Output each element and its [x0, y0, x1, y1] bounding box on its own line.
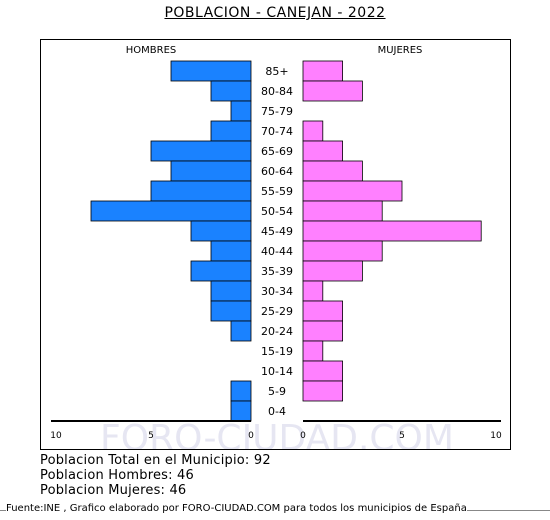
bar-hombres [90, 200, 252, 222]
age-label: 10-14 [261, 365, 293, 378]
summary-hombres: Poblacion Hombres: 46 [40, 468, 194, 483]
tick-label: 5 [148, 431, 154, 441]
bar-hombres [190, 220, 252, 242]
bar-hombres [230, 320, 252, 342]
age-label: 15-19 [261, 345, 293, 358]
age-label: 30-34 [261, 285, 293, 298]
bar-mujeres [302, 200, 383, 222]
legend-mujeres: MUJERES [378, 45, 423, 56]
age-label: 20-24 [261, 325, 293, 338]
chart-frame: FORO-CIUDAD.COM HOMBRES MUJERES 85+ 80-84 75-… [40, 39, 511, 450]
bar-mujeres [302, 240, 383, 262]
bar-hombres [230, 400, 252, 422]
bar-mujeres [302, 280, 324, 302]
age-label: 85+ [265, 65, 288, 78]
bar-hombres [210, 80, 252, 102]
bar-mujeres [302, 220, 482, 242]
population-pyramid-chart: FORO-CIUDAD.COM HOMBRES MUJERES 85+ 80-84 75-… [50, 45, 502, 449]
age-label: 50-54 [261, 205, 293, 218]
bar-mujeres [302, 320, 343, 342]
watermark-text: FORO-CIUDAD.COM [100, 418, 454, 449]
age-label: 80-84 [261, 85, 293, 98]
bar-mujeres [302, 120, 324, 142]
age-label: 35-39 [261, 265, 293, 278]
age-label: 40-44 [261, 245, 293, 258]
bar-mujeres [302, 160, 363, 182]
age-label: 60-64 [261, 165, 293, 178]
age-label: 55-59 [261, 185, 293, 198]
bar-hombres [210, 280, 252, 302]
bar-hombres [210, 120, 252, 142]
tick-label: 5 [399, 431, 405, 441]
summary-mujeres: Poblacion Mujeres: 46 [40, 483, 187, 498]
age-label: 25-29 [261, 305, 293, 318]
age-label: 0-4 [268, 405, 286, 418]
age-label: 70-74 [261, 125, 293, 138]
summary-total: Poblacion Total en el Municipio: 92 [40, 453, 271, 468]
bar-hombres [230, 380, 252, 402]
bar-hombres [190, 260, 252, 282]
bar-hombres [150, 180, 252, 202]
bar-hombres [150, 140, 252, 162]
page-title: POBLACION - CANEJAN - 2022 [164, 5, 386, 21]
bar-hombres [210, 240, 252, 262]
footer-source: Fuente:INE , Grafico elaborado por FORO-… [6, 503, 467, 514]
age-label: 5-9 [268, 385, 286, 398]
bar-mujeres [302, 80, 363, 102]
bar-hombres [210, 300, 252, 322]
legend-hombres: HOMBRES [126, 45, 177, 56]
tick-label: 10 [490, 431, 502, 441]
bar-mujeres [302, 140, 343, 162]
bar-hombres [170, 60, 252, 82]
age-label: 75-79 [261, 105, 293, 118]
tick-label: 10 [50, 431, 62, 441]
bar-mujeres [302, 180, 403, 202]
bar-mujeres [302, 300, 343, 322]
bar-mujeres [302, 360, 343, 382]
bar-mujeres [302, 260, 363, 282]
bar-hombres [230, 100, 252, 122]
bar-mujeres [302, 60, 343, 82]
tick-label: 0 [248, 431, 254, 441]
bar-mujeres [302, 340, 324, 362]
tick-label: 0 [300, 431, 306, 441]
bar-mujeres [302, 380, 343, 402]
bar-hombres [170, 160, 252, 182]
age-label: 65-69 [261, 145, 293, 158]
age-label: 45-49 [261, 225, 293, 238]
